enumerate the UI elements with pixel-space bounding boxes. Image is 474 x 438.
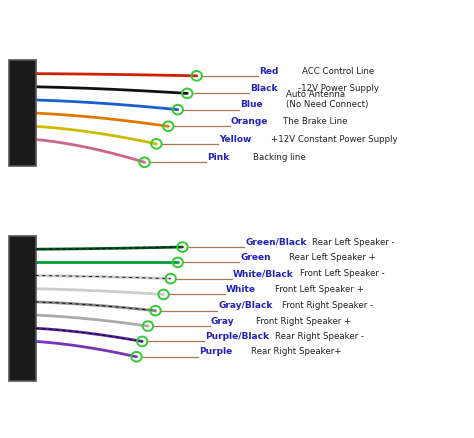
Text: Backing line: Backing line <box>253 152 305 162</box>
Text: Pink: Pink <box>207 152 229 162</box>
Text: ACC Control Line: ACC Control Line <box>301 66 374 75</box>
Bar <box>9 237 36 381</box>
Text: Green: Green <box>240 252 271 261</box>
Text: -12V Power Supply: -12V Power Supply <box>299 84 379 93</box>
Text: The Brake Line: The Brake Line <box>283 117 347 126</box>
Text: +12V Constant Power Supply: +12V Constant Power Supply <box>271 134 397 143</box>
Text: Purple/Black: Purple/Black <box>205 331 269 340</box>
Text: Purple: Purple <box>199 346 232 356</box>
Text: Rear Left Speaker -: Rear Left Speaker - <box>312 237 395 246</box>
Text: Front Left Speaker -: Front Left Speaker - <box>301 268 385 278</box>
Text: Front Left Speaker +: Front Left Speaker + <box>274 284 364 293</box>
Text: Gray/Black: Gray/Black <box>218 300 273 310</box>
Text: White/Black: White/Black <box>233 268 294 278</box>
Text: Rear Right Speaker+: Rear Right Speaker+ <box>251 346 341 356</box>
Bar <box>9 61 36 166</box>
Text: Front Right Speaker -: Front Right Speaker - <box>282 300 373 310</box>
Text: Front Right Speaker +: Front Right Speaker + <box>256 316 351 325</box>
Text: Rear Left Speaker +: Rear Left Speaker + <box>289 252 376 261</box>
Text: Gray: Gray <box>210 316 234 325</box>
Text: Auto Antenna
(No Need Connect): Auto Antenna (No Need Connect) <box>286 90 368 109</box>
Text: Black: Black <box>250 84 277 93</box>
Text: Green/Black: Green/Black <box>245 237 306 246</box>
Text: Rear Right Speaker -: Rear Right Speaker - <box>275 331 364 340</box>
Text: Red: Red <box>259 66 279 75</box>
Text: White: White <box>226 284 256 293</box>
Text: Orange: Orange <box>231 117 268 126</box>
Text: Yellow: Yellow <box>219 134 251 143</box>
Text: Blue: Blue <box>240 100 263 109</box>
